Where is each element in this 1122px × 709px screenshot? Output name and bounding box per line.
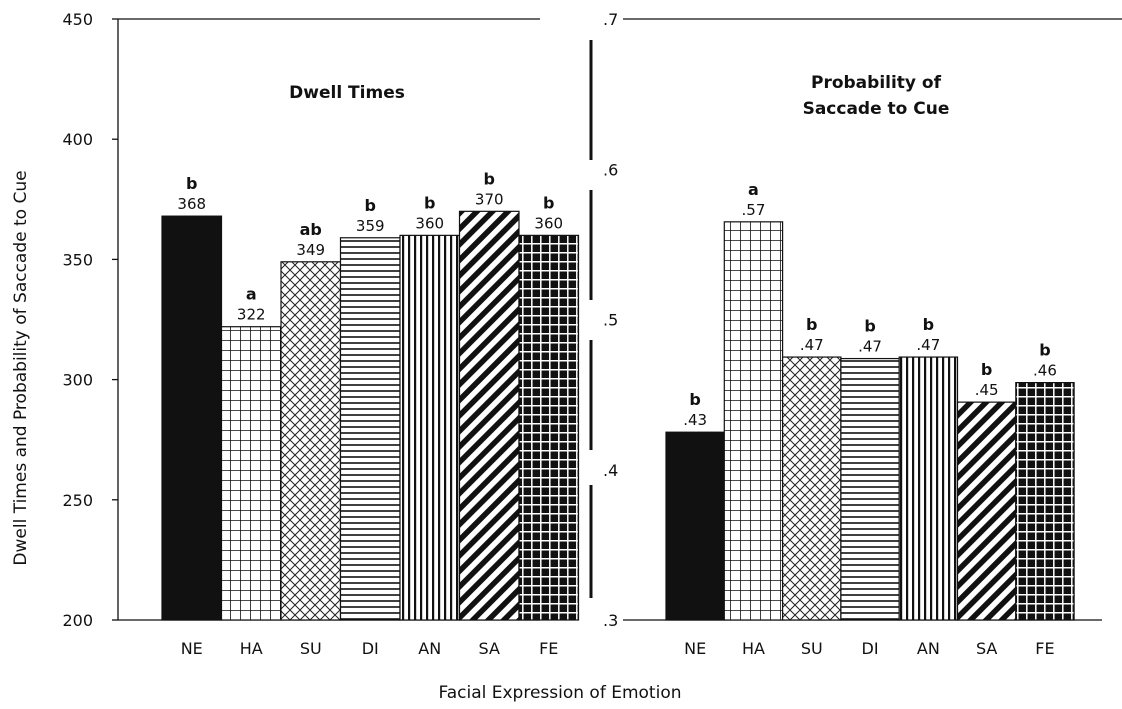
bar (840, 357, 900, 621)
significance-label: b (1039, 341, 1050, 360)
significance-label: b (543, 193, 554, 212)
data-label: 349 (296, 241, 325, 259)
bar (518, 234, 580, 621)
significance-label: b (806, 315, 817, 334)
bar (956, 401, 1017, 621)
category-label: SU (801, 639, 823, 658)
significance-label: ab (300, 220, 322, 239)
bar (781, 356, 842, 621)
bar (665, 431, 725, 621)
data-label: .43 (683, 411, 707, 429)
y-tick-label: 400 (62, 130, 93, 149)
bar (898, 356, 959, 621)
dwell-times-panel: 200 250 300 350 400 450 Dwell Times 368 b NE 322 a H… (62, 10, 580, 658)
y-tick-label: 350 (62, 250, 93, 269)
category-label: FE (1035, 639, 1054, 658)
category-label: DI (862, 639, 879, 658)
y-tick-label: 300 (62, 371, 93, 390)
data-label: .47 (858, 338, 882, 356)
category-label: AN (418, 639, 441, 658)
significance-label: b (689, 390, 700, 409)
category-label: FE (539, 639, 558, 658)
bar (399, 234, 461, 621)
y-tick-label: 250 (62, 491, 93, 510)
data-label: 360 (415, 214, 444, 232)
data-label: 370 (475, 190, 504, 208)
y-tick-label: 450 (62, 10, 93, 29)
data-label: 359 (356, 217, 385, 235)
category-label: AN (917, 639, 940, 658)
bar (161, 215, 223, 621)
panel-title: Dwell Times (289, 83, 405, 103)
significance-label: b (923, 315, 934, 334)
panel-title: Saccade to Cue (803, 99, 950, 119)
category-label: NE (181, 639, 203, 658)
data-label: .45 (975, 381, 999, 399)
y-tick-label: .7 (603, 10, 618, 29)
bar (458, 210, 520, 621)
significance-label: b (981, 360, 992, 379)
y-tick-label: .5 (603, 311, 618, 330)
significance-label: a (246, 285, 257, 304)
category-label: SA (976, 639, 997, 658)
category-label: NE (684, 639, 706, 658)
x-axis-title: Facial Expression of Emotion (439, 683, 682, 703)
significance-label: b (864, 317, 875, 336)
data-label: .47 (800, 336, 824, 354)
significance-label: b (424, 193, 435, 212)
data-label: .57 (742, 201, 766, 219)
category-label: SU (300, 639, 322, 658)
bar (280, 261, 342, 621)
category-label: DI (362, 639, 379, 658)
category-label: SA (479, 639, 500, 658)
significance-label: b (186, 174, 197, 193)
data-label: 360 (534, 214, 563, 232)
significance-label: b (484, 169, 495, 188)
data-label: .46 (1033, 362, 1057, 380)
y-tick-label: .6 (603, 160, 618, 179)
y-tick-label: 200 (62, 611, 93, 630)
y-tick-label: .3 (603, 611, 618, 630)
category-label: HA (742, 639, 765, 658)
panel-title: Probability of (811, 73, 942, 93)
data-label: .47 (916, 336, 940, 354)
bar (220, 326, 282, 621)
saccade-probability-panel: .3 .4 .5 .6 .7 Probability of Saccade to Cue .4… (589, 10, 1122, 658)
bar (723, 221, 784, 621)
bar (1015, 382, 1075, 621)
data-label: 322 (237, 306, 266, 324)
y-axis-title: Dwell Times and Probability of Saccade t… (11, 170, 31, 565)
significance-label: a (748, 180, 759, 199)
data-label: 368 (177, 195, 206, 213)
category-label: HA (240, 639, 263, 658)
significance-label: b (365, 196, 376, 215)
bar (339, 237, 401, 621)
y-tick-label: .4 (603, 461, 618, 480)
